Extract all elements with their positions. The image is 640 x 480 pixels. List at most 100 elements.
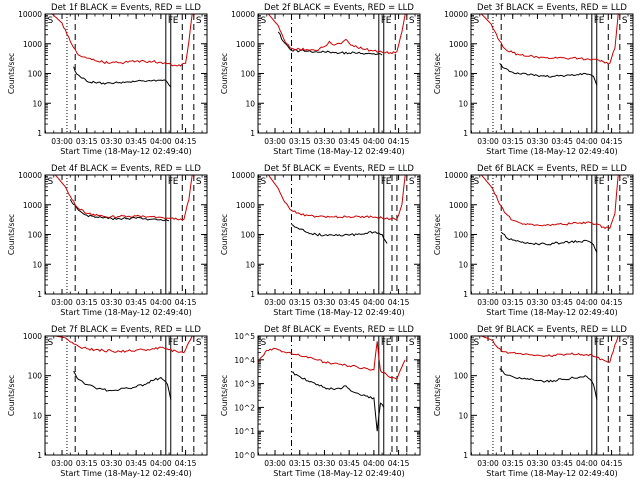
series-line-events: [499, 368, 598, 400]
marker-label: S: [474, 338, 480, 348]
x-tick-label: 04:00: [363, 298, 385, 307]
x-tick-label: 03:45: [338, 298, 360, 307]
plot-frame: [44, 13, 208, 134]
x-tick-label: 04:00: [363, 459, 385, 468]
chart-panel-3: Det 3f BLACK = Events, RED = LLD Counts/s…: [433, 3, 634, 156]
chart-title: Det 9f BLACK = Events, RED = LLD: [477, 325, 627, 335]
x-tick-label: 04:00: [363, 137, 385, 146]
y-tick-label: 1000: [236, 201, 255, 210]
y-tick-label: 1000: [449, 332, 468, 341]
y-tick-label: 100: [241, 70, 256, 79]
y-tick-label: 1: [463, 290, 468, 299]
marker-label: S: [474, 177, 480, 187]
x-tick-label: 03:15: [502, 137, 524, 146]
y-tick-label: 1: [37, 290, 42, 299]
y-axis-label: Counts/sec: [433, 53, 442, 94]
plot-frame: [257, 13, 421, 134]
x-tick-label: 03:30: [527, 459, 549, 468]
y-tick-label: 100: [454, 231, 469, 240]
y-axis-label: Counts/sec: [220, 53, 229, 94]
y-tick-label: 10: [245, 260, 255, 269]
chart-title: Det 2f BLACK = Events, RED = LLD: [264, 3, 414, 13]
marker-label: E: [386, 177, 392, 187]
series-line-lld: [45, 335, 193, 354]
y-tick-label: 10^1: [234, 427, 255, 436]
x-tick-label: 03:15: [289, 459, 311, 468]
chart-panel-9: Det 9f BLACK = Events, RED = LLD Counts/s…: [433, 325, 634, 478]
y-axis-label: Counts/sec: [7, 214, 16, 255]
y-tick-label: 1000: [23, 201, 42, 210]
x-tick-label: 03:45: [338, 459, 360, 468]
series-line-lld: [45, 13, 193, 67]
marker-label: S: [261, 16, 267, 26]
x-tick-label: 03:00: [477, 298, 499, 307]
series-line-lld: [258, 13, 406, 55]
y-axis-label: Counts/sec: [220, 375, 229, 416]
x-tick-label: 04:00: [150, 459, 172, 468]
chart-panel-4: Det 4f BLACK = Events, RED = LLD Counts/s…: [7, 164, 208, 317]
y-tick-label: 10^0: [234, 451, 255, 460]
plot-frame: [44, 174, 208, 295]
chart-title: Det 4f BLACK = Events, RED = LLD: [51, 164, 201, 174]
y-axis-label: Counts/sec: [433, 214, 442, 255]
x-tick-label: 04:15: [388, 137, 410, 146]
x-tick-label: 03:00: [264, 137, 286, 146]
plot-frame: [44, 335, 208, 456]
x-tick-label: 04:15: [601, 298, 623, 307]
y-tick-label: 10000: [18, 171, 42, 180]
x-tick-label: 03:45: [551, 137, 573, 146]
x-axis-label: Start Time (18-May-12 02:49:40): [273, 308, 404, 317]
x-tick-label: 04:15: [388, 298, 410, 307]
chart-panel-1: Det 1f BLACK = Events, RED = LLD Counts/s…: [7, 3, 208, 156]
marker-label: E: [386, 338, 392, 348]
y-tick-label: 1000: [449, 40, 468, 49]
chart-title: Det 6f BLACK = Events, RED = LLD: [477, 164, 627, 174]
chart-title: Det 5f BLACK = Events, RED = LLD: [264, 164, 414, 174]
y-tick-label: 1: [250, 129, 255, 138]
x-tick-label: 03:30: [101, 298, 123, 307]
marker-label: S: [48, 338, 54, 348]
x-tick-label: 03:00: [264, 459, 286, 468]
x-tick-label: 03:15: [502, 459, 524, 468]
x-tick-label: 03:30: [101, 137, 123, 146]
y-tick-label: 100: [241, 231, 256, 240]
chart-panel-2: Det 2f BLACK = Events, RED = LLD Counts/s…: [220, 3, 421, 156]
y-tick-label: 10^4: [234, 356, 255, 365]
marker-label: S: [409, 338, 415, 348]
x-tick-label: 03:00: [51, 298, 73, 307]
x-tick-label: 03:30: [527, 298, 549, 307]
y-tick-label: 1: [250, 290, 255, 299]
x-tick-label: 03:00: [51, 137, 73, 146]
y-tick-label: 10^3: [234, 380, 255, 389]
x-tick-label: 03:30: [527, 137, 549, 146]
marker-label: S: [261, 338, 267, 348]
y-tick-label: 10: [32, 99, 42, 108]
chart-panel-5: Det 5f BLACK = Events, RED = LLD Counts/s…: [220, 164, 421, 317]
x-tick-label: 03:00: [477, 137, 499, 146]
y-axis-label: Counts/sec: [7, 375, 16, 416]
x-tick-label: 03:00: [264, 298, 286, 307]
x-axis-label: Start Time (18-May-12 02:49:40): [273, 469, 404, 478]
y-tick-label: 1000: [23, 332, 42, 341]
marker-label: S: [48, 177, 54, 187]
chart-title: Det 7f BLACK = Events, RED = LLD: [51, 325, 201, 335]
x-axis-label: Start Time (18-May-12 02:49:40): [273, 147, 404, 156]
x-tick-label: 04:00: [150, 137, 172, 146]
marker-label: S: [196, 338, 202, 348]
x-tick-label: 03:00: [477, 459, 499, 468]
y-axis-label: Counts/sec: [220, 214, 229, 255]
y-tick-label: 10: [32, 260, 42, 269]
x-tick-label: 03:30: [314, 459, 336, 468]
x-tick-label: 04:15: [601, 459, 623, 468]
y-tick-label: 1: [37, 129, 42, 138]
x-axis-label: Start Time (18-May-12 02:49:40): [60, 147, 191, 156]
series-line-lld: [257, 341, 406, 381]
x-tick-label: 03:15: [289, 137, 311, 146]
marker-label: S: [261, 177, 267, 187]
series-line-lld: [471, 335, 619, 363]
plot-frame: [470, 13, 634, 134]
marker-label: S: [474, 16, 480, 26]
series-line-lld: [471, 174, 619, 230]
y-tick-label: 1000: [449, 201, 468, 210]
marker-label: S: [622, 177, 628, 187]
